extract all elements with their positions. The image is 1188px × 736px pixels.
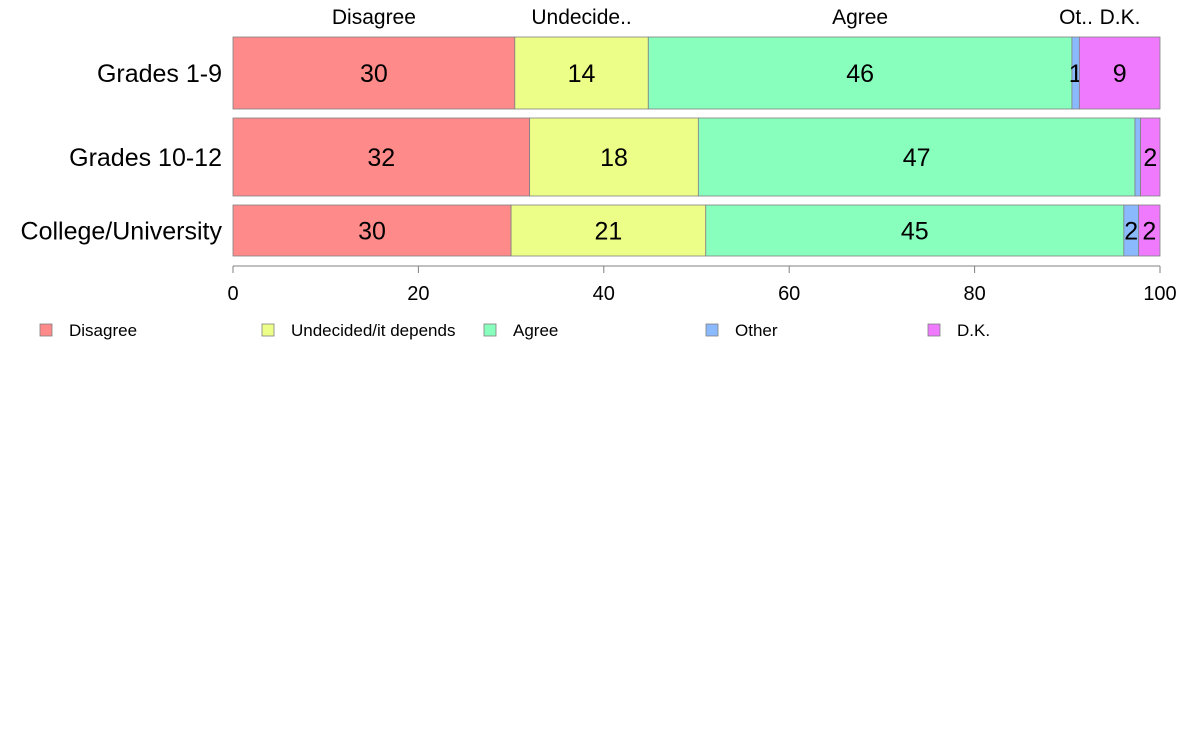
row-label: Grades 10-12 bbox=[69, 144, 222, 172]
top-category-label: Agree bbox=[832, 6, 888, 29]
bar-segment bbox=[647, 36, 1073, 110]
legend-swatch bbox=[483, 323, 497, 337]
x-tick-label: 0 bbox=[227, 283, 238, 305]
legend-label: Disagree bbox=[69, 321, 137, 340]
bar-segment bbox=[1134, 117, 1141, 197]
bar-value-label: 30 bbox=[358, 218, 386, 246]
legend-label: Undecided/it depends bbox=[291, 321, 455, 340]
bar-value-label: 46 bbox=[846, 60, 874, 88]
bar-value-label: 45 bbox=[901, 218, 929, 246]
top-category-label: Undecide.. bbox=[531, 6, 631, 29]
bar-segment bbox=[1078, 36, 1161, 110]
legend-label: Agree bbox=[513, 321, 558, 340]
bars: 30 14 46 1 932 18 47 230 21 45 2 2 bbox=[232, 36, 1161, 257]
bar-segment bbox=[510, 204, 707, 257]
x-tick-label: 60 bbox=[778, 283, 800, 305]
bar-segment bbox=[514, 36, 649, 110]
x-axis: 0 20 40 60 80 100 bbox=[227, 265, 1177, 305]
bar-segment bbox=[1140, 117, 1161, 197]
bar-segment bbox=[529, 117, 699, 197]
legend-label: Other bbox=[735, 321, 778, 340]
bar-value-label: 14 bbox=[568, 60, 596, 88]
row-label: College/University bbox=[21, 218, 223, 246]
bar-value-label: 9 bbox=[1113, 60, 1127, 88]
legend-swatch bbox=[39, 323, 53, 337]
row-labels: Grades 1-9 Grades 10-12 College/University bbox=[21, 60, 223, 246]
legend: Disagree Undecided/it depends Agree Other D.… bbox=[39, 321, 990, 340]
top-category-label: D.K. bbox=[1100, 6, 1141, 29]
x-tick-label: 40 bbox=[593, 283, 615, 305]
top-category-label: Ot.. bbox=[1059, 6, 1093, 29]
bar-segment bbox=[1138, 204, 1161, 257]
bar-segment bbox=[232, 36, 516, 110]
top-category-labels: Disagree Undecide.. Agree Ot.. D.K. bbox=[332, 6, 1141, 29]
bar-segment bbox=[232, 204, 512, 257]
bar-segment bbox=[705, 204, 1125, 257]
bar-segment bbox=[697, 117, 1136, 197]
bar-value-label: 32 bbox=[367, 144, 395, 172]
bar-value-label: 2 bbox=[1143, 144, 1157, 172]
row-label: Grades 1-9 bbox=[97, 60, 222, 88]
bar-segment bbox=[232, 117, 531, 197]
legend-swatch bbox=[927, 323, 941, 337]
bar-value-label: 30 bbox=[360, 60, 388, 88]
bar-value-label: 2 bbox=[1142, 218, 1156, 246]
x-tick-label: 80 bbox=[963, 283, 985, 305]
top-category-label: Disagree bbox=[332, 6, 416, 29]
legend-swatch bbox=[705, 323, 719, 337]
bar-value-label: 18 bbox=[600, 144, 628, 172]
x-tick-label: 100 bbox=[1143, 283, 1176, 305]
bar-value-label: 2 bbox=[1124, 218, 1138, 246]
legend-label: D.K. bbox=[957, 321, 990, 340]
x-tick-label: 20 bbox=[407, 283, 429, 305]
bar-value-label: 21 bbox=[595, 218, 623, 246]
legend-swatch bbox=[261, 323, 275, 337]
bar-value-label: 47 bbox=[903, 144, 931, 172]
